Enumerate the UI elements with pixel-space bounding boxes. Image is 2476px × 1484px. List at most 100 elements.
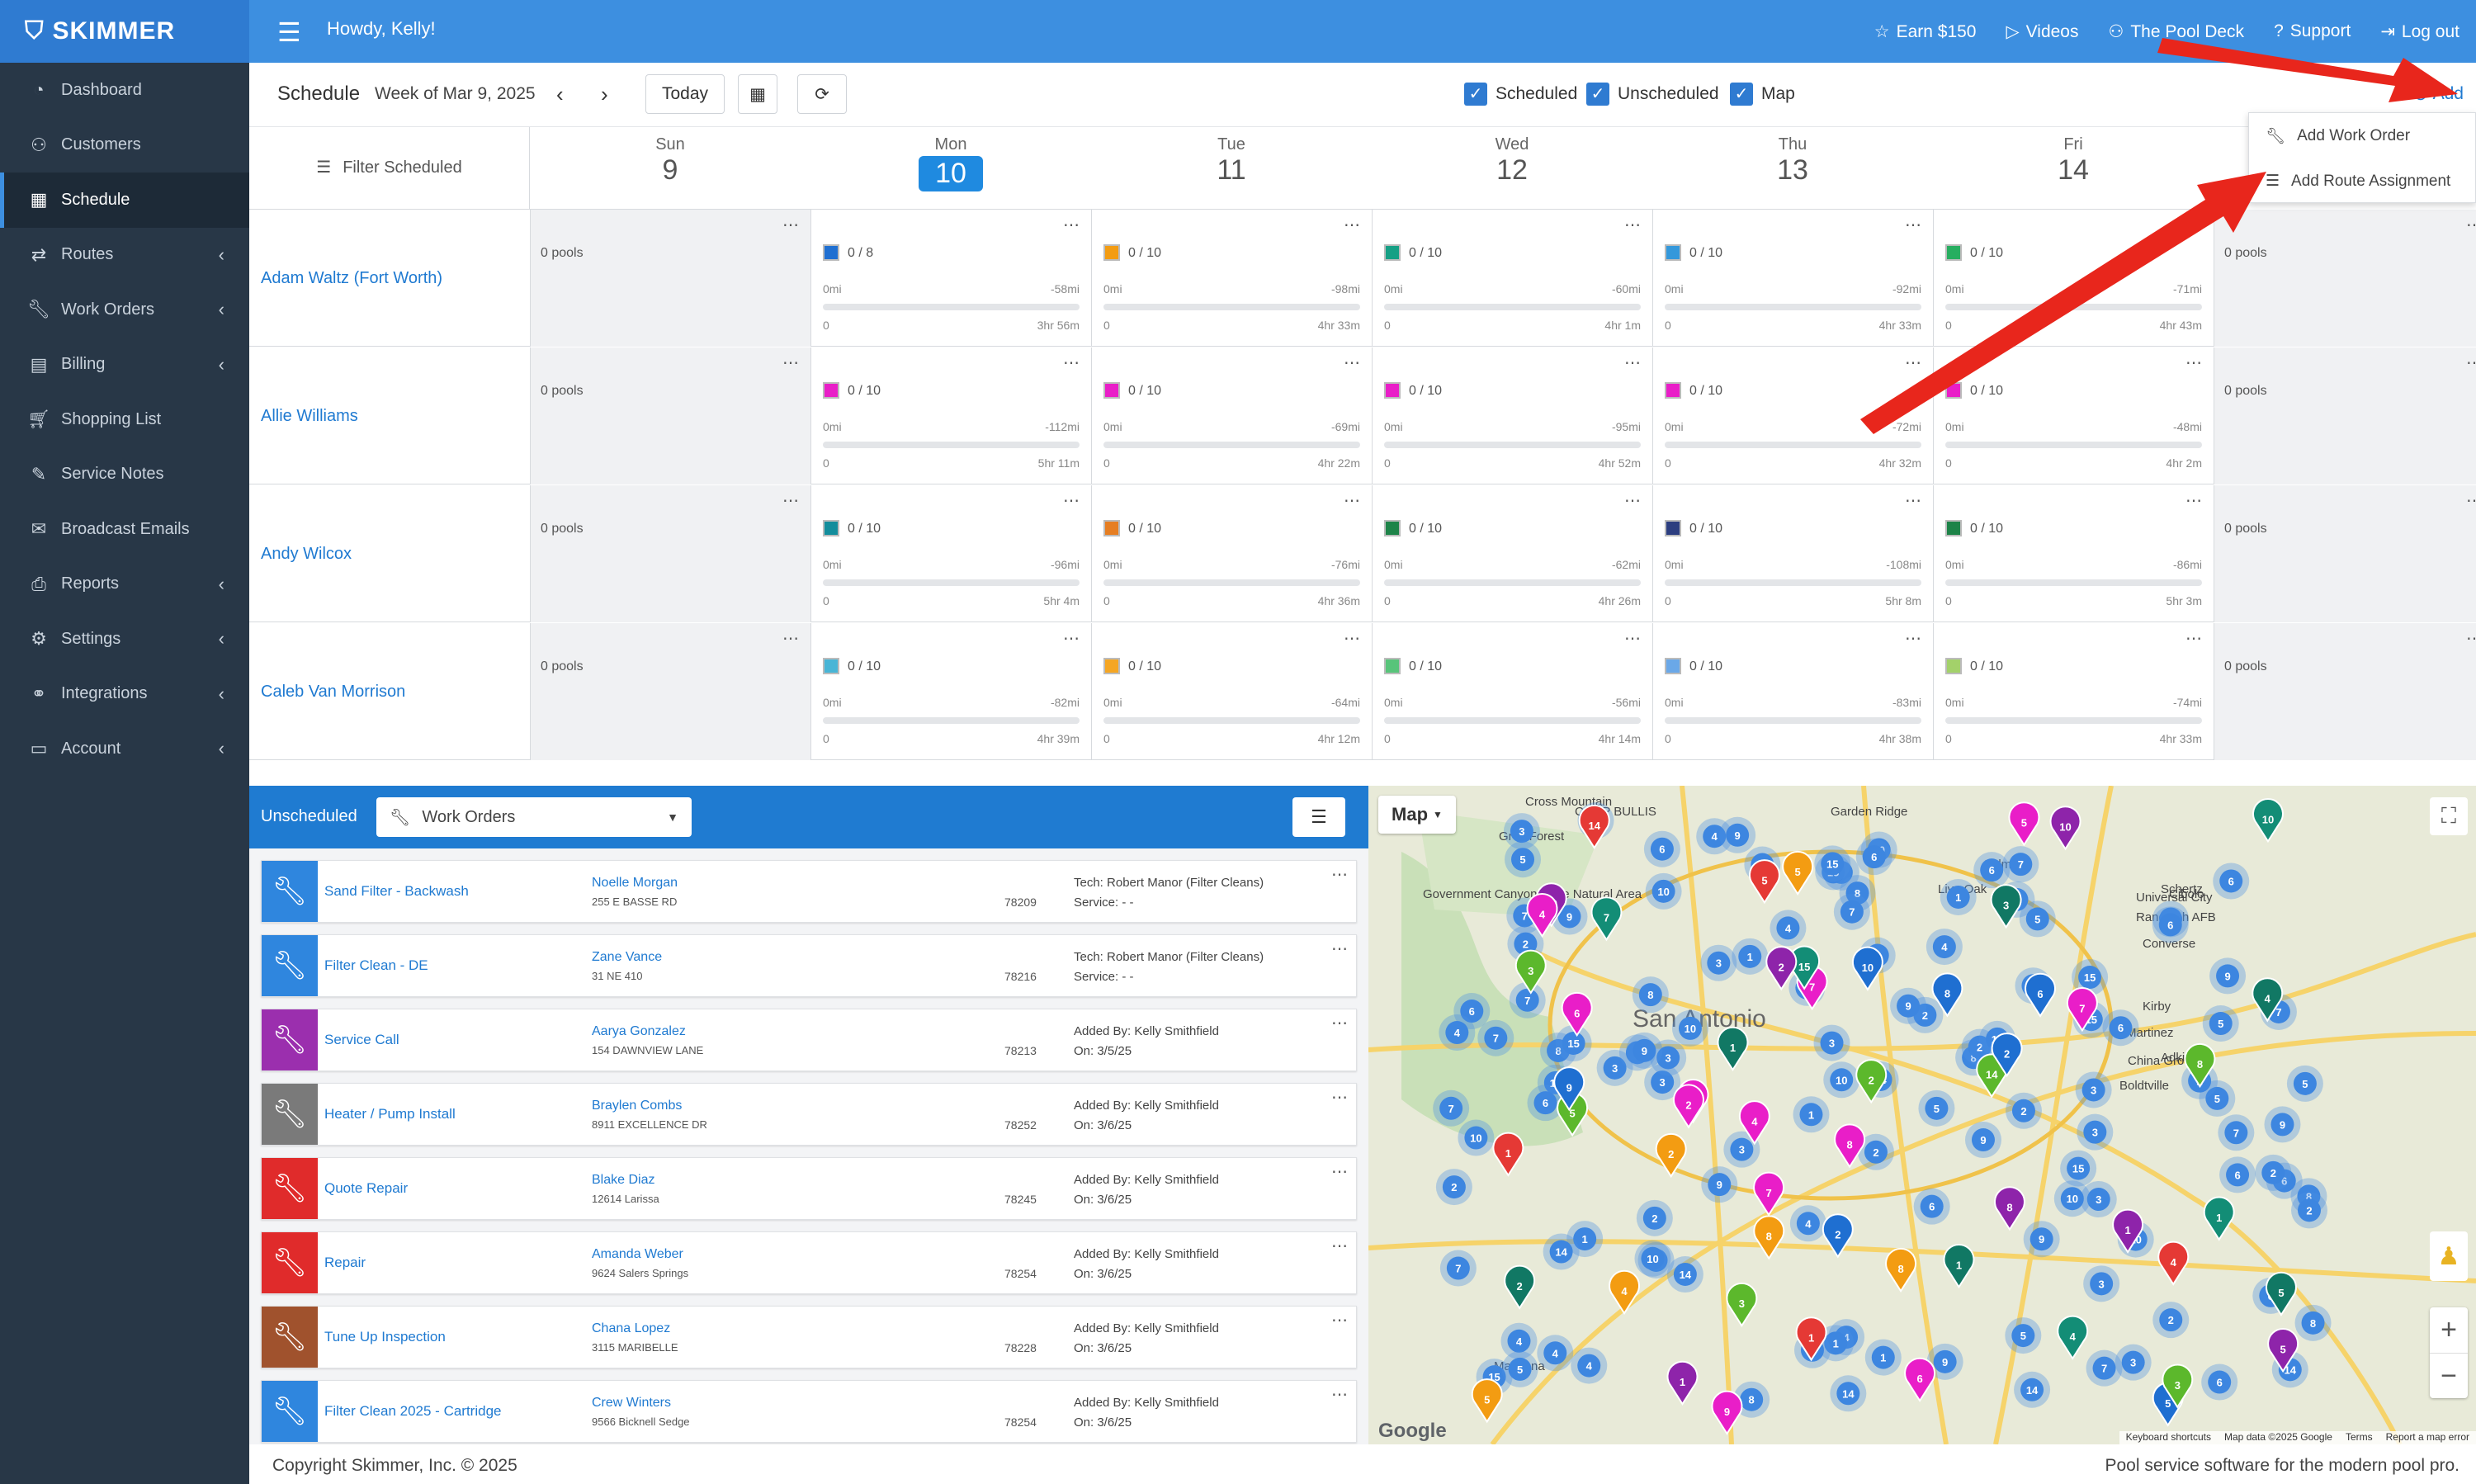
zoom-out-icon[interactable]: − [2430,1353,2468,1398]
map-cluster-marker[interactable]: 5 [1918,1089,1955,1127]
map-cluster-marker[interactable]: 3 [2115,1344,2152,1381]
map-pin-marker[interactable]: 1 [1717,1026,1749,1071]
map-pin-marker[interactable]: 6 [2025,972,2056,1018]
schedule-cell[interactable]: ⋯ 0 / 10 0mi -83mi 0 4hr 38m [1652,623,1933,760]
more-options-icon[interactable]: ⋯ [1331,1311,1348,1330]
more-options-icon[interactable]: ⋯ [1344,630,1360,648]
more-options-icon[interactable]: ⋯ [1344,354,1360,372]
toggle-scheduled[interactable]: ✓ Scheduled [1464,74,1577,114]
day-number[interactable]: 9 [662,154,678,186]
map-cluster-marker[interactable]: 10 [1634,1240,1671,1277]
street-view-icon[interactable]: ♟ [2430,1231,2468,1281]
map-cluster-marker[interactable]: 2 [2291,1192,2328,1229]
schedule-cell[interactable]: ⋯ 0 / 10 0mi -112mi 0 5hr 11m [810,347,1091,484]
toggle-map[interactable]: ✓ Map [1730,74,1795,114]
sidebar-item-customers[interactable]: ⚇ Customers [0,118,249,173]
more-options-icon[interactable]: ⋯ [2185,630,2202,648]
map-pin-marker[interactable]: 8 [2184,1042,2216,1089]
map-pin-marker[interactable]: 2 [1655,1132,1687,1179]
more-options-icon[interactable]: ⋯ [2185,492,2202,510]
map-pin-marker[interactable]: 10 [2049,806,2081,851]
map-cluster-marker[interactable]: 7 [1439,1250,1477,1287]
more-options-icon[interactable]: ⋯ [1905,492,1921,510]
map-cluster-marker[interactable]: 4 [1537,1335,1574,1372]
more-options-icon[interactable]: ⋯ [2185,216,2202,234]
more-options-icon[interactable]: ⋯ [782,216,799,234]
map-pin-marker[interactable]: 3 [1514,949,1547,995]
map-cluster-marker[interactable]: 10 [1645,872,1682,910]
map-cluster-marker[interactable]: 4 [1789,1205,1826,1242]
map-cluster-marker[interactable]: 9 [1701,1166,1738,1203]
more-options-icon[interactable]: ⋯ [1624,630,1641,648]
map-cluster-marker[interactable]: 5 [2019,900,2056,938]
map-pin-marker[interactable]: 10 [1851,946,1883,991]
customer-link[interactable]: Noelle Morgan [592,876,678,890]
more-options-icon[interactable]: ⋯ [1624,492,1641,510]
map-cluster-marker[interactable]: 15 [1555,1025,1592,1061]
map-pin-marker[interactable]: 7 [1753,1171,1784,1217]
map-pin-marker[interactable]: 2 [1504,1264,1536,1310]
map-cluster-marker[interactable]: 14 [2014,1371,2051,1408]
map-cluster-marker[interactable]: 6 [2219,1156,2256,1193]
fullscreen-icon[interactable]: ⛶ [2430,797,2468,835]
map-pin-marker[interactable]: 7 [1590,896,1623,942]
map-cluster-marker[interactable]: 7 [2002,846,2039,883]
schedule-cell[interactable]: ⋯ 0 / 10 0mi -98mi 0 4hr 33m [1091,210,1372,347]
map-cluster-marker[interactable]: 6 [1855,839,1892,876]
work-order-title[interactable]: Service Call [324,1032,399,1047]
filter-scheduled[interactable]: ☰ Filter Scheduled [249,127,530,210]
map-cluster-marker[interactable]: 15 [1814,845,1851,882]
map-cluster-marker[interactable]: 4 [1770,910,1807,947]
work-order-item[interactable]: 🔧︎ Filter Clean - DE Zane Vance 31 NE 410 78… [261,934,1357,997]
map-cluster-marker[interactable]: 6 [1913,1188,1950,1225]
more-options-icon[interactable]: ⋯ [2185,354,2202,372]
attribution-link[interactable]: Keyboard shortcuts [2125,1431,2212,1443]
map-pin-marker[interactable]: 3 [1990,884,2022,929]
map-cluster-marker[interactable]: 14 [1543,1233,1580,1270]
map-pin-marker[interactable]: 8 [1994,1186,2025,1231]
schedule-cell[interactable]: ⋯ 0 / 8 0mi -58mi 0 3hr 56m [810,210,1091,347]
map-cluster-marker[interactable]: 7 [1477,1019,1514,1056]
map-pin-marker[interactable]: 8 [1931,972,1963,1018]
toggle-unscheduled[interactable]: ✓ Unscheduled [1586,74,1719,114]
map-pin-marker[interactable]: 1 [1492,1132,1524,1177]
customer-link[interactable]: Chana Lopez [592,1321,671,1335]
map-pin-marker[interactable]: 9 [1711,1390,1743,1435]
map-pin-marker[interactable]: 1 [2112,1208,2143,1254]
map-pin-marker[interactable]: 10 [2252,798,2284,844]
map-cluster-marker[interactable]: 9 [2264,1106,2301,1143]
map-cluster-marker[interactable]: 4 [1926,929,1963,966]
map-pin-marker[interactable]: 6 [1561,992,1593,1037]
topnav-earn-150[interactable]: ☆ Earn $150 [1874,21,1977,42]
refresh-button[interactable]: ⟳ [797,74,847,114]
day-number[interactable]: 13 [1777,154,1808,186]
sidebar-item-reports[interactable]: ⎙ Reports ‹ [0,557,249,612]
work-orders-select[interactable]: 🔧︎ Work Orders ▼ [376,797,692,837]
map-cluster-marker[interactable]: 2 [2005,1092,2042,1129]
map-cluster-marker[interactable]: 5 [2202,1005,2239,1042]
schedule-cell[interactable]: ⋯ 0 / 10 0mi -64mi 0 4hr 12m [1091,623,1372,760]
more-options-icon[interactable]: ⋯ [1063,630,1080,648]
schedule-cell[interactable]: ⋯ 0 / 10 0mi -96mi 0 5hr 4m [810,485,1091,622]
map-pin-marker[interactable]: 3 [2162,1363,2194,1409]
map-cluster-marker[interactable]: 2 [1435,1169,1472,1206]
schedule-cell[interactable]: ⋯ 0 / 10 0mi -108mi 0 5hr 8m [1652,485,1933,622]
map-cluster-marker[interactable]: 10 [1823,1061,1860,1099]
map-cluster-marker[interactable]: 6 [1973,852,2011,889]
map-cluster-marker[interactable]: 3 [2077,1113,2114,1151]
add-button[interactable]: ⊕ Add [2413,74,2464,114]
more-options-icon[interactable]: ⋯ [2466,630,2476,648]
schedule-cell[interactable]: ⋯ 0 pools [2214,210,2476,347]
map-cluster-marker[interactable]: 9 [1964,1122,2001,1159]
wrench-icon[interactable]: 🔧︎ [262,1158,318,1219]
map-pin-marker[interactable]: 7 [2066,987,2098,1033]
map-cluster-marker[interactable]: 1 [1732,938,1769,975]
work-order-title[interactable]: Filter Clean - DE [324,957,428,973]
day-number[interactable]: 12 [1496,154,1528,186]
schedule-cell[interactable]: ⋯ 0 / 10 0mi -48mi 0 4hr 2m [1933,347,2214,484]
map-cluster-marker[interactable]: 6 [1527,1085,1564,1122]
map-cluster-marker[interactable]: 9 [1626,1032,1663,1069]
wrench-icon[interactable]: 🔧︎ [262,1307,318,1368]
add-route-assignment-item[interactable]: ☰ Add Route Assignment [2249,158,2475,204]
